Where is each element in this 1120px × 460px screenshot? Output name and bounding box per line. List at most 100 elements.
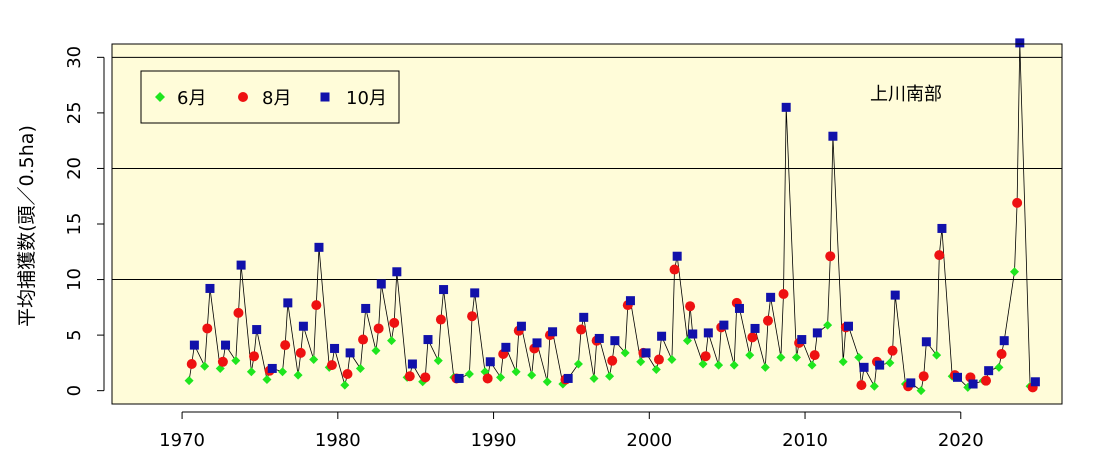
point-jun-2010 [807,360,817,370]
point-aug-2022 [996,349,1007,359]
point-oct-1975 [267,363,277,373]
point-jun-1982 [371,346,381,356]
point-aug-1974 [249,351,260,362]
point-jun-2007 [760,362,770,372]
point-aug-1983 [389,317,400,328]
point-oct-1988 [470,288,480,298]
point-jun-1993 [542,377,552,387]
point-jun-1970 [184,376,194,386]
point-aug-1986 [435,314,446,325]
point-oct-1981 [361,303,371,313]
point-jun-2012 [838,357,848,367]
point-jun-1975 [262,375,272,385]
point-aug-2000 [653,354,664,365]
point-jun-1981 [355,363,365,373]
point-oct-1991 [516,321,526,331]
point-oct-1987 [454,373,464,383]
point-oct-1993 [548,327,558,337]
x-tick-label: 1980 [315,430,361,451]
legend-box [140,70,400,124]
point-oct-1980 [345,348,355,358]
point-jun-2013 [854,352,864,362]
point-oct-1982 [376,279,386,289]
point-jun-2014 [869,381,879,391]
horizontal-gridlines [112,56,1062,281]
y-tick-label: 5 [64,329,85,340]
x-tick-label: 2010 [782,430,828,451]
point-aug-2003 [700,351,711,362]
point-aug-1995 [576,324,587,335]
point-oct-2013 [859,362,869,372]
point-aug-1984 [404,371,415,382]
y-tick-label: 0 [64,385,85,396]
point-oct-1989 [485,357,495,367]
y-tick-label: 30 [64,46,85,69]
y-tick-label: 15 [64,213,85,236]
point-oct-1986 [439,285,449,295]
point-oct-1992 [532,338,542,348]
point-aug-1997 [607,355,618,366]
point-oct-2016 [906,378,916,388]
point-aug-2010 [809,350,820,361]
point-jun-2004 [714,360,724,370]
point-oct-2001 [672,251,682,261]
point-jun-1991 [511,367,521,377]
point-aug-2006 [747,332,758,343]
point-jun-1999 [636,357,646,367]
point-oct-1994 [563,373,573,383]
point-oct-1999 [641,348,651,358]
point-oct-1978 [314,242,324,252]
point-jun-1980 [340,380,350,390]
point-oct-1998 [625,296,635,306]
data-markers [184,38,1040,396]
point-aug-2001 [669,264,680,275]
point-jun-1995 [573,359,583,369]
y-tick-label: 20 [64,157,85,180]
point-aug-1979 [326,360,337,371]
point-aug-2008 [778,289,789,299]
point-oct-2009 [797,335,807,345]
point-jun-1983 [387,336,397,346]
point-oct-1990 [501,342,511,352]
point-oct-2005 [734,303,744,313]
point-aug-1978 [311,300,322,311]
point-oct-2008 [781,102,791,112]
legend-marker-oct [320,92,330,102]
point-jun-1997 [605,371,615,381]
point-jun-1974 [246,367,256,377]
point-oct-2011 [828,131,838,141]
point-aug-2023 [1012,197,1023,208]
point-oct-2007 [766,292,776,302]
point-aug-2013 [856,380,867,391]
point-oct-2004 [719,320,729,330]
point-aug-1985 [420,372,431,383]
region-annotation: 上川南部 [870,84,942,105]
point-jun-1977 [293,370,303,380]
point-oct-1983 [392,267,402,277]
point-aug-2017 [918,371,929,382]
legend-marker-jun [155,92,165,102]
point-oct-2002 [688,329,698,339]
point-oct-1971 [205,283,215,293]
point-jun-2005 [729,360,739,370]
point-oct-2010 [812,328,822,338]
plot-frame [111,43,1063,405]
point-oct-2015 [890,290,900,300]
point-jun-2001 [667,355,677,365]
point-oct-1970 [189,340,199,350]
x-tick-label: 1990 [471,430,517,451]
point-jun-1976 [278,367,288,377]
legend-label-aug: 8月 [262,88,291,109]
point-oct-2017 [921,337,931,347]
point-aug-1977 [295,347,306,358]
point-aug-1988 [467,311,478,322]
point-oct-1996 [594,333,604,343]
x-tick-label: 2000 [626,430,672,451]
legend-label-jun: 6月 [177,88,206,109]
point-oct-2012 [843,321,853,331]
point-jun-1996 [589,373,599,383]
point-jun-2022 [994,362,1004,372]
point-oct-2021 [984,366,994,376]
point-oct-1976 [283,298,293,308]
